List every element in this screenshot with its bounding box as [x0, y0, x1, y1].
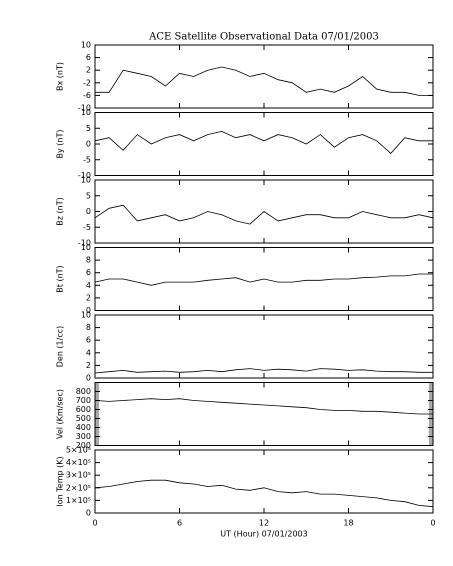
- series-line: [94, 204, 434, 225]
- y-tick-label: 300: [76, 432, 91, 441]
- y-tick-label: 0: [86, 509, 91, 518]
- y-tick-label: 10: [81, 176, 91, 185]
- y-axis-label: Ion Temp (K): [56, 456, 65, 506]
- y-axis-label: Bz (nT): [56, 197, 65, 225]
- y-axis-label: Bt (nT): [56, 265, 65, 292]
- panel-frame: [94, 449, 434, 514]
- y-tick-label: 700: [76, 396, 91, 405]
- side-band: [429, 382, 433, 445]
- panel-frame: [94, 382, 434, 446]
- y-tick-label: 6: [86, 336, 91, 345]
- x-tick-label: 0: [430, 519, 435, 528]
- x-axis-label: UT (Hour) 07/01/2003: [220, 530, 307, 539]
- y-tick-label: 10: [81, 108, 91, 117]
- y-tick-label: 8: [86, 323, 91, 332]
- y-tick-label: 600: [76, 405, 91, 414]
- y-tick-label: -6: [83, 91, 91, 100]
- y-tick-label: 5: [86, 191, 91, 200]
- y-tick-label: 3×10⁵: [66, 471, 91, 480]
- y-axis-label: Den (1/cc): [56, 326, 65, 368]
- y-tick-label: 5×10⁵: [66, 446, 91, 455]
- y-tick-label: 800: [76, 387, 91, 396]
- y-tick-label: 0: [86, 306, 91, 315]
- y-tick-label: 10: [81, 243, 91, 252]
- y-tick-label: -10: [78, 171, 91, 180]
- y-tick-label: 6: [86, 268, 91, 277]
- y-tick-label: 1×10⁵: [66, 496, 91, 505]
- y-tick-label: 4: [86, 348, 91, 357]
- y-tick-label: 0: [86, 207, 91, 216]
- y-tick-label: -5: [83, 155, 91, 164]
- y-tick-label: -10: [78, 104, 91, 113]
- y-tick-label: 0: [86, 374, 91, 383]
- y-tick-label: 8: [86, 256, 91, 265]
- x-tick-label: 6: [177, 519, 182, 528]
- series-line: [94, 273, 433, 286]
- y-axis-label: Bx (nT): [56, 62, 65, 91]
- y-tick-label: -10: [78, 239, 91, 248]
- y-tick-label: 10: [81, 311, 91, 320]
- y-tick-label: 200: [76, 441, 91, 450]
- series-line: [94, 479, 434, 508]
- y-tick-label: 4×10⁵: [66, 458, 91, 467]
- series-line: [94, 398, 433, 415]
- x-tick-label: 12: [259, 519, 269, 528]
- y-axis-label: By (nT): [56, 130, 65, 159]
- y-tick-label: 5: [86, 124, 91, 133]
- y-tick-label: 2: [86, 66, 91, 75]
- side-band: [95, 382, 99, 445]
- y-tick-label: -2: [83, 78, 91, 87]
- y-tick-label: 400: [76, 423, 91, 432]
- y-tick-label: 500: [76, 414, 91, 423]
- x-tick-label: 0: [92, 519, 97, 528]
- y-tick-label: 6: [86, 53, 91, 62]
- y-axis-label: Vel (Km/sec): [56, 389, 65, 439]
- panel-frame: [94, 44, 434, 109]
- series-line: [95, 66, 433, 96]
- y-tick-label: 10: [81, 41, 91, 50]
- y-tick-label: 2×10⁵: [66, 483, 91, 492]
- y-tick-label: 4: [86, 281, 91, 290]
- y-tick-label: 0: [86, 140, 91, 149]
- panel-frame: [94, 112, 434, 176]
- y-tick-label: -5: [83, 223, 91, 232]
- series-line: [94, 368, 433, 374]
- panel-frame: [94, 314, 434, 379]
- chart-title: ACE Satellite Observational Data 07/01/2…: [148, 32, 379, 43]
- y-tick-label: 2: [86, 361, 91, 370]
- y-tick-label: 2: [86, 293, 91, 302]
- series-line: [94, 130, 433, 154]
- x-tick-label: 18: [343, 519, 353, 528]
